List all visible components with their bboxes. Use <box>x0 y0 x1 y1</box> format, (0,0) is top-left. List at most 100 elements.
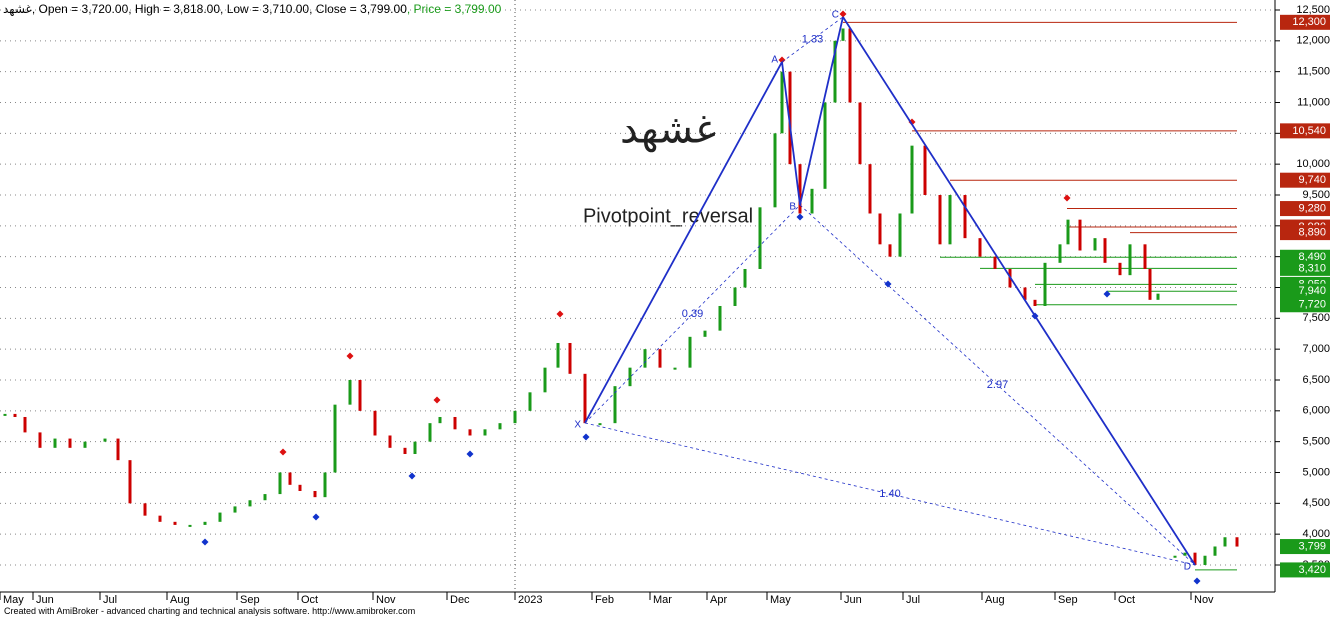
pattern-leg <box>781 61 801 206</box>
candle <box>483 429 487 436</box>
x-tick-label: Aug <box>170 594 190 606</box>
level-box <box>1280 297 1330 313</box>
candle <box>868 164 872 214</box>
candle <box>823 102 827 189</box>
pattern-point-label: A <box>771 55 778 66</box>
level-box <box>1280 260 1330 276</box>
candle <box>1103 238 1107 263</box>
header-value: 3,720.00 <box>81 2 129 16</box>
candle <box>1033 299 1037 306</box>
pivot-marker <box>346 352 354 360</box>
pivot-marker <box>1103 290 1111 298</box>
candle <box>773 133 777 208</box>
pivot-marker <box>279 448 287 456</box>
x-tick-label: Nov <box>376 594 396 606</box>
candle <box>1235 537 1239 547</box>
candle <box>1058 244 1062 263</box>
candle <box>1223 537 1227 547</box>
candle <box>203 521 207 525</box>
candle <box>233 506 237 513</box>
candle <box>658 349 662 368</box>
candle <box>428 423 432 442</box>
candle <box>128 460 132 504</box>
candle <box>963 194 967 239</box>
candle <box>1193 552 1197 565</box>
candle <box>878 213 882 245</box>
header-item: Price3,799.00 <box>407 2 501 16</box>
ratio-label: 1.33 <box>802 33 823 45</box>
candle <box>313 490 317 498</box>
header-name: Low <box>227 2 263 16</box>
level-box <box>1280 225 1330 241</box>
candle <box>373 410 377 436</box>
candle <box>388 435 392 448</box>
header-item: Close3,799.00 <box>309 2 407 16</box>
y-tick-label: 12,000 <box>1296 35 1330 47</box>
candle <box>513 410 517 424</box>
level-label: 7,720 <box>1298 299 1326 311</box>
candle <box>898 213 902 257</box>
candle <box>1043 262 1047 306</box>
x-tick-label: May <box>770 594 791 606</box>
candle <box>23 416 27 433</box>
header-name: Close <box>316 2 360 16</box>
candle <box>613 386 617 424</box>
pattern-dashed-leg <box>584 422 1196 566</box>
candle <box>556 342 560 368</box>
candle <box>438 416 442 424</box>
candle <box>910 145 914 214</box>
level-box <box>1280 562 1330 578</box>
candle <box>888 244 892 257</box>
candle <box>583 373 587 424</box>
pivot-marker <box>201 538 209 546</box>
pivot-marker <box>556 310 564 318</box>
candle <box>143 503 147 516</box>
candle <box>1066 219 1070 245</box>
candle <box>413 441 417 454</box>
candle <box>733 287 737 306</box>
candle <box>38 432 42 448</box>
header-value: 3,799.00 <box>454 2 502 16</box>
candle <box>1156 293 1160 300</box>
y-tick-label: 7,000 <box>1302 343 1330 355</box>
watermark-symbol: غشهد <box>620 108 716 153</box>
level-label: 8,890 <box>1298 227 1326 239</box>
level-label: 9,740 <box>1298 174 1326 186</box>
pivot-marker <box>466 450 474 458</box>
candle <box>288 472 292 485</box>
pattern-point-label: B <box>789 202 796 213</box>
candle <box>218 512 222 522</box>
x-tick-label: Oct <box>301 594 318 606</box>
pivot-marker <box>778 56 786 64</box>
y-tick-label: 9,500 <box>1302 189 1330 201</box>
candle <box>758 207 762 269</box>
candle <box>568 342 572 374</box>
candle <box>263 494 267 501</box>
pattern-point-label: X <box>574 420 581 431</box>
candle <box>3 413 7 416</box>
candle <box>858 102 862 165</box>
y-tick-label: 5,000 <box>1302 466 1330 478</box>
header-name: Price <box>414 2 455 16</box>
candle <box>188 524 192 527</box>
candle <box>798 164 802 214</box>
y-tick-label: 12,500 <box>1296 4 1330 16</box>
y-tick-label: 4,500 <box>1302 497 1330 509</box>
level-box <box>1280 172 1330 188</box>
x-tick-label: Feb <box>595 594 614 606</box>
level-label: 8,310 <box>1298 262 1326 274</box>
x-tick-label: Sep <box>240 594 260 606</box>
y-tick-label: 10,000 <box>1296 158 1330 170</box>
x-tick-label: May <box>3 594 24 606</box>
pattern-point-label: C <box>832 10 839 21</box>
header-value: 3,818.00 <box>173 2 221 16</box>
x-tick-label: Sep <box>1058 594 1078 606</box>
candle <box>453 416 457 430</box>
pattern-leg <box>584 61 783 424</box>
candle <box>468 429 472 436</box>
candle <box>1023 287 1027 300</box>
candle <box>298 484 302 491</box>
x-tick-label: Jul <box>103 594 117 606</box>
